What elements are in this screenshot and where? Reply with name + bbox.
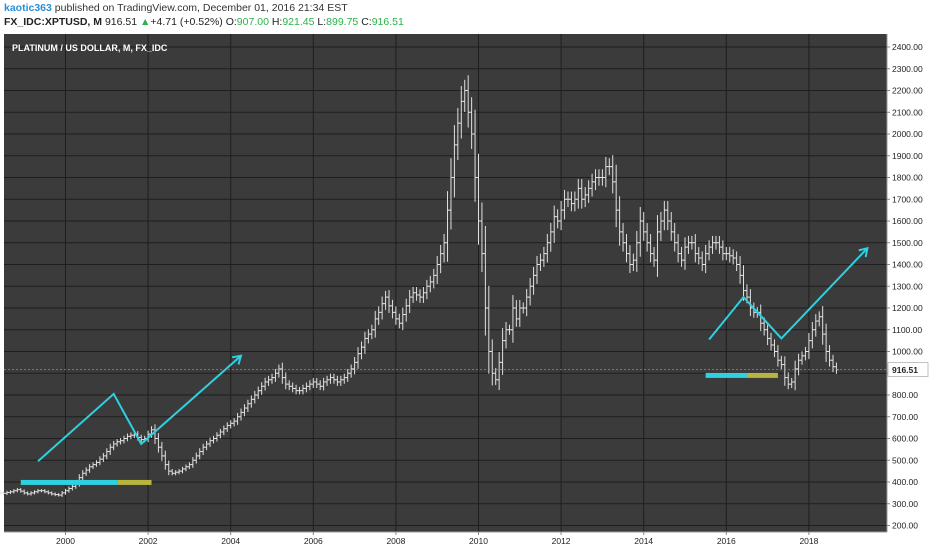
plot-area[interactable]: [4, 34, 887, 532]
time-tick-label: 2006: [304, 536, 323, 546]
time-tick-label: 2016: [717, 536, 736, 546]
symbol-label: FX_IDC:XPTUSD, M: [4, 16, 103, 28]
price-tick-label: 1800.00: [892, 173, 923, 183]
price-tick-label: 2000.00: [892, 129, 923, 139]
price-axis[interactable]: 2400.00 2300.00 2200.00 2100.00 2000.00 1900.…: [887, 42, 923, 531]
ohlc-bars: [0, 75, 839, 497]
open-label: O:: [225, 16, 237, 28]
price-tick-label: 600.00: [892, 434, 918, 444]
close-value: 916.51: [371, 16, 404, 28]
change-value: +4.71 (+0.52%): [150, 16, 223, 28]
price-tick-label: 2400.00: [892, 42, 923, 52]
support-left-olive: [117, 479, 152, 485]
price-tick-label: 700.00: [892, 412, 918, 422]
publish-info: kaotic363 published on TradingView.com, …: [4, 2, 348, 16]
publish-text: published on TradingView.com, December 0…: [51, 2, 348, 14]
arrow-head-icon: [858, 246, 869, 258]
chart-title: PLATINUM / US DOLLAR, M, FX_IDC: [12, 43, 168, 53]
time-tick-label: 2004: [221, 536, 240, 546]
close-label: C:: [361, 16, 372, 28]
price-tick-label: 1700.00: [892, 194, 923, 204]
price-tick-label: 400.00: [892, 477, 918, 487]
time-tick-label: 2010: [469, 536, 488, 546]
support-right-olive: [746, 372, 778, 378]
last-price-label: 916.51: [892, 365, 918, 375]
low-label: L:: [317, 16, 327, 28]
price-tick-label: 1300.00: [892, 281, 923, 291]
time-tick-label: 2002: [139, 536, 158, 546]
price-tick-label: 1900.00: [892, 151, 923, 161]
time-tick-label: 2018: [799, 536, 818, 546]
time-tick-label: 2000: [56, 536, 75, 546]
price-tick-label: 1200.00: [892, 303, 923, 313]
price-tick-label: 2200.00: [892, 86, 923, 96]
price-tick-label: 1000.00: [892, 347, 923, 357]
price-tick-label: 2100.00: [892, 107, 923, 117]
low-value: 899.75: [326, 16, 359, 28]
price-tick-label: 1500.00: [892, 238, 923, 248]
support-left-cyan: [20, 479, 118, 485]
high-value: 921.45: [282, 16, 315, 28]
author-link[interactable]: kaotic363: [4, 2, 52, 14]
price-tick-label: 800.00: [892, 390, 918, 400]
time-tick-label: 2012: [552, 536, 571, 546]
time-axis[interactable]: 2000 2002 2004 2006 2008 2010 2012 2014 2016 2018: [56, 532, 819, 546]
price-tick-label: 200.00: [892, 521, 918, 531]
price-tick-label: 1600.00: [892, 216, 923, 226]
arrow-head-icon: [231, 354, 243, 365]
price-tick-label: 300.00: [892, 499, 918, 509]
ohlc-header: FX_IDC:XPTUSD, M 916.51 ▲+4.71 (+0.52%) …: [4, 16, 404, 30]
zigzag-right: [708, 247, 869, 341]
price-tick-label: 1400.00: [892, 260, 923, 270]
ohlc-bar: [0, 490, 3, 495]
last-price-box: [887, 362, 929, 377]
drawings[interactable]: [20, 246, 869, 485]
price-tick-label: 2300.00: [892, 64, 923, 74]
high-label: H:: [271, 16, 283, 28]
time-tick-label: 2014: [634, 536, 653, 546]
open-value: 907.00: [236, 16, 269, 28]
support-right-cyan: [705, 372, 747, 378]
price-tick-label: 500.00: [892, 455, 918, 465]
last-price-value: 916.51: [104, 16, 138, 28]
grid-lines: [4, 34, 887, 532]
change-up-icon: ▲: [139, 16, 151, 28]
last-price-tag: 916.51: [4, 362, 929, 377]
zigzag-left: [37, 355, 242, 463]
price-tick-label: 1100.00: [892, 325, 922, 335]
time-tick-label: 2008: [386, 536, 405, 546]
